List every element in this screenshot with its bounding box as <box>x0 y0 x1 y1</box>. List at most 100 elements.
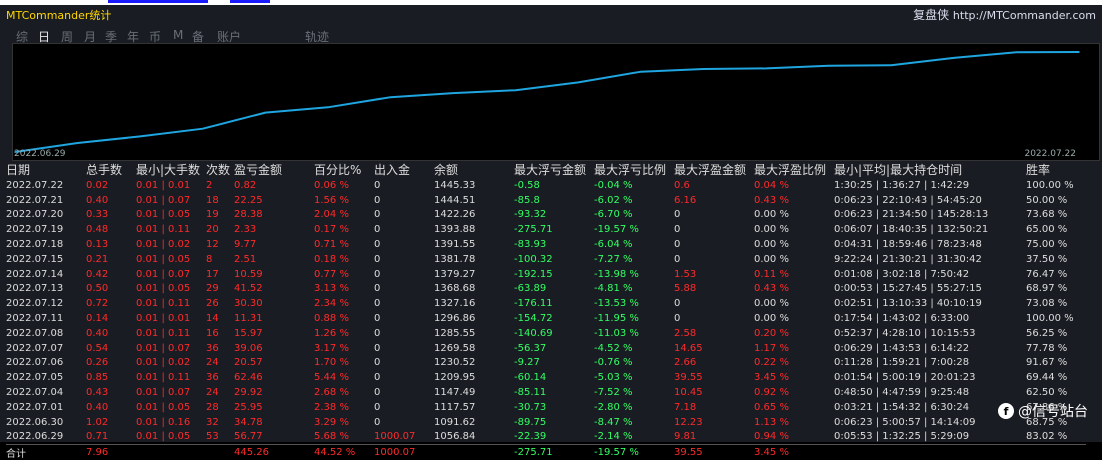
table-cell: 0.00 % <box>754 239 789 251</box>
table-row[interactable]: 2022.07.07 0.54 0.01 | 0.07 36 39.06 3.17 % 0 1… <box>6 341 1086 356</box>
table-cell: 0 <box>374 401 381 413</box>
table-cell: -13.98 % <box>594 268 639 280</box>
table-cell: 2.68 % <box>314 387 349 399</box>
column-header[interactable]: 最小|平均|最大持仓时间 <box>834 163 963 177</box>
tab-week[interactable]: 周 <box>61 30 74 44</box>
table-cell: 0 <box>374 342 381 354</box>
table-row[interactable]: 2022.07.01 0.40 0.01 | 0.05 28 25.95 2.38 % 0 1… <box>6 400 1086 415</box>
table-cell: 0.02 <box>86 179 109 191</box>
table-row[interactable]: 2022.07.12 0.72 0.01 | 0.11 26 30.30 2.34 % 0 1… <box>6 296 1086 311</box>
column-header[interactable]: 次数 <box>206 163 231 177</box>
table-cell: 0.77 % <box>314 268 349 280</box>
table-cell: 2022.07.22 <box>6 179 64 191</box>
table-cell: 0.40 <box>86 401 109 413</box>
table-row[interactable]: 2022.07.20 0.33 0.01 | 0.05 19 28.38 2.04 % 0 1… <box>6 208 1086 223</box>
table-cell: 75.00 % <box>1026 239 1068 251</box>
column-header[interactable]: 最大浮盈金额 <box>674 163 747 177</box>
table-cell: 1285.55 <box>434 327 476 339</box>
table-cell: 29.92 <box>234 387 263 399</box>
table-cell: 1422.26 <box>434 209 476 221</box>
table-total-row: 合计 7.96 445.26 44.52 % 1000.07 -275.71 -19.57 … <box>6 444 1086 460</box>
table-row[interactable]: 2022.06.30 1.02 0.01 | 0.16 32 34.78 3.29 % 0 1… <box>6 415 1086 430</box>
table-cell: 0 <box>374 387 381 399</box>
table-cell: -85.11 <box>514 387 547 399</box>
tab-account[interactable]: 账户 <box>217 30 242 44</box>
table-cell: 0 <box>674 209 681 221</box>
table-cell: 2022.07.19 <box>6 224 64 236</box>
tab-track[interactable]: 轨迹 <box>305 30 330 44</box>
brand-url[interactable]: http://MTCommander.com <box>952 9 1096 22</box>
table-row[interactable]: 2022.07.08 0.40 0.01 | 0.11 16 15.97 1.26 % 0 1… <box>6 326 1086 341</box>
table-row[interactable]: 2022.07.22 0.02 0.01 | 0.01 2 0.82 0.06 % 0 144… <box>6 178 1086 193</box>
tab-year[interactable]: 年 <box>127 30 140 44</box>
column-header[interactable]: 百分比% <box>314 163 362 177</box>
table-cell: 2.66 <box>674 357 697 369</box>
column-header[interactable]: 最大浮盈比例 <box>754 163 827 177</box>
table-cell: 1.26 % <box>314 327 349 339</box>
table-cell: -6.02 % <box>594 194 633 206</box>
table-cell: 1117.57 <box>434 401 476 413</box>
table-cell: -6.70 % <box>594 209 633 221</box>
table-cell: 3.13 % <box>314 283 349 295</box>
table-row[interactable]: 2022.07.06 0.26 0.01 | 0.02 24 20.57 1.70 % 0 1… <box>6 356 1086 371</box>
table-row[interactable]: 2022.07.19 0.48 0.01 | 0.11 20 2.33 0.17 % 0 13… <box>6 222 1086 237</box>
column-header[interactable]: 日期 <box>6 163 31 177</box>
tab-month[interactable]: 月 <box>84 30 97 44</box>
column-header[interactable]: 余额 <box>434 163 459 177</box>
tab-notes[interactable]: 备 <box>192 30 205 44</box>
table-cell: 0.33 <box>86 209 109 221</box>
column-header[interactable]: 盈亏金额 <box>234 163 283 177</box>
table-cell: 0 <box>374 283 381 295</box>
table-row[interactable]: 2022.07.13 0.50 0.01 | 0.05 29 41.52 3.13 % 0 1… <box>6 282 1086 297</box>
table-cell: -13.53 % <box>594 298 639 310</box>
table-cell: 0 <box>374 179 381 191</box>
table-cell: 24 <box>206 387 219 399</box>
table-cell: 3.29 % <box>314 416 349 428</box>
tab-m[interactable]: M <box>173 28 184 42</box>
table-cell: 0.01 | 0.05 <box>136 253 191 265</box>
table-cell: 10.59 <box>234 268 263 280</box>
brand-link[interactable]: 复盘侠 http://MTCommander.com <box>913 6 1096 23</box>
table-row[interactable]: 2022.07.21 0.40 0.01 | 0.07 18 22.25 1.56 % 0 1… <box>6 193 1086 208</box>
table-cell: 62.46 <box>234 372 263 384</box>
column-header[interactable]: 最大浮亏金额 <box>514 163 587 177</box>
table-row[interactable]: 2022.06.29 0.71 0.01 | 0.05 53 56.77 5.68 % 10… <box>6 430 1086 445</box>
table-cell: 0.43 % <box>754 283 789 295</box>
column-header[interactable]: 总手数 <box>86 163 123 177</box>
table-cell: 0 <box>674 313 681 325</box>
table-cell: 0:02:51 | 13:10:33 | 40:10:19 <box>834 298 982 310</box>
table-cell: 36 <box>206 372 219 384</box>
table-cell: -0.58 <box>514 179 540 191</box>
table-cell: 16 <box>206 327 219 339</box>
table-cell: 5.68 % <box>314 431 349 443</box>
watermark: f @信号站台 <box>998 401 1088 421</box>
table-cell: 0:05:53 | 1:32:25 | 5:29:09 <box>834 431 970 443</box>
column-header[interactable]: 胜率 <box>1026 163 1051 177</box>
table-row[interactable]: 2022.07.04 0.43 0.01 | 0.07 24 29.92 2.68 % 0 1… <box>6 385 1086 400</box>
tab-day[interactable]: 日 <box>38 30 51 44</box>
table-cell: 0.43 <box>86 387 109 399</box>
balance-point <box>14 151 16 153</box>
tab-summary[interactable]: 综 <box>16 30 29 44</box>
table-cell: -9.27 <box>514 357 540 369</box>
table-row[interactable]: 2022.07.15 0.21 0.01 | 0.05 8 2.51 0.18 % 0 138… <box>6 252 1086 267</box>
table-cell: 0.22 % <box>754 357 789 369</box>
table-cell: 26 <box>206 298 219 310</box>
table-row[interactable]: 2022.07.14 0.42 0.01 | 0.07 17 10.59 0.77 % 0 1… <box>6 267 1086 282</box>
table-cell: 2.33 <box>234 224 257 236</box>
tab-quarter[interactable]: 季 <box>105 30 118 44</box>
table-row[interactable]: 2022.07.11 0.14 0.01 | 0.01 14 11.31 0.88 % 0 1… <box>6 311 1086 326</box>
column-header[interactable]: 最大浮亏比例 <box>594 163 667 177</box>
table-cell: 0 <box>374 313 381 325</box>
table-cell: -89.75 <box>514 416 547 428</box>
balance-point <box>76 142 79 144</box>
table-row[interactable]: 2022.07.18 0.13 0.01 | 0.02 12 9.77 0.71 % 0 13… <box>6 237 1086 252</box>
table-cell: 9:22:24 | 21:30:21 | 31:30:42 <box>834 253 982 265</box>
column-header[interactable]: 最小|大手数 <box>136 163 201 177</box>
balance-point <box>139 135 141 138</box>
table-cell: 67.86 % <box>1026 401 1068 413</box>
table-row[interactable]: 2022.07.05 0.85 0.01 | 0.11 36 62.46 5.44 % 0 1… <box>6 370 1086 385</box>
tab-currency[interactable]: 币 <box>149 30 162 44</box>
column-header[interactable]: 出入金 <box>374 163 411 177</box>
table-total-cell <box>434 444 514 460</box>
